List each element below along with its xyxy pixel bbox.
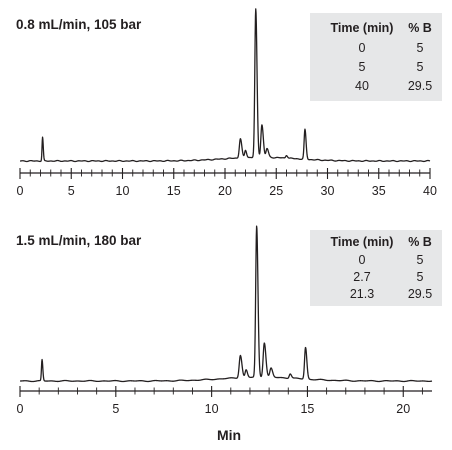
x-tick-label: 40 xyxy=(423,184,437,198)
table-cell-percent-b: 5 xyxy=(417,60,424,74)
table-cell-percent-b: 29.5 xyxy=(408,79,432,93)
table-cell-time: 2.7 xyxy=(353,270,370,284)
gradient-table-background xyxy=(310,13,442,101)
chromatogram-trace xyxy=(19,225,433,383)
trace-layer xyxy=(19,8,431,163)
x-tick-label: 30 xyxy=(321,184,335,198)
table-cell-percent-b: 5 xyxy=(417,41,424,55)
x-tick-label: 25 xyxy=(269,184,283,198)
table-cell-time: 40 xyxy=(355,79,369,93)
table-cell-time: 0 xyxy=(359,253,366,267)
table-header-time: Time (min) xyxy=(331,21,394,35)
gradient-table-background xyxy=(310,230,442,306)
x-axis-label: Min xyxy=(217,427,241,443)
panel-title: 0.8 mL/min, 105 bar xyxy=(16,17,142,32)
trace-layer xyxy=(19,225,433,383)
table-cell-percent-b: 5 xyxy=(417,270,424,284)
table-cell-time: 21.3 xyxy=(350,287,374,301)
table-header-percent-b: % B xyxy=(408,21,432,35)
chromatogram-panel-2: 1.5 mL/min, 180 bar Time (min) % B 0 5 2… xyxy=(16,225,442,416)
table-header-percent-b: % B xyxy=(408,235,432,249)
table-cell-time: 0 xyxy=(359,41,366,55)
x-tick-label: 15 xyxy=(300,402,314,416)
x-tick-label: 5 xyxy=(112,402,119,416)
x-tick-label: 0 xyxy=(17,402,24,416)
x-tick-label: 35 xyxy=(372,184,386,198)
x-tick-label: 0 xyxy=(17,184,24,198)
chromatogram-trace xyxy=(19,8,431,163)
chromatogram-panel-1: 0.8 mL/min, 105 bar Time (min) % B 0 5 5… xyxy=(16,8,442,198)
x-tick-label: 10 xyxy=(205,402,219,416)
x-tick-label: 20 xyxy=(396,402,410,416)
x-tick-label: 15 xyxy=(167,184,181,198)
x-tick-label: 5 xyxy=(68,184,75,198)
x-axis: 0 5 10 15 20 25 30 35 40 xyxy=(17,168,437,198)
x-tick-label: 10 xyxy=(116,184,130,198)
table-cell-percent-b: 5 xyxy=(417,253,424,267)
panel-title: 1.5 mL/min, 180 bar xyxy=(16,233,142,248)
x-axis: 0 5 10 15 20 xyxy=(17,386,432,416)
table-cell-time: 5 xyxy=(359,60,366,74)
x-tick-label: 20 xyxy=(218,184,232,198)
table-cell-percent-b: 29.5 xyxy=(408,287,432,301)
table-header-time: Time (min) xyxy=(331,235,394,249)
